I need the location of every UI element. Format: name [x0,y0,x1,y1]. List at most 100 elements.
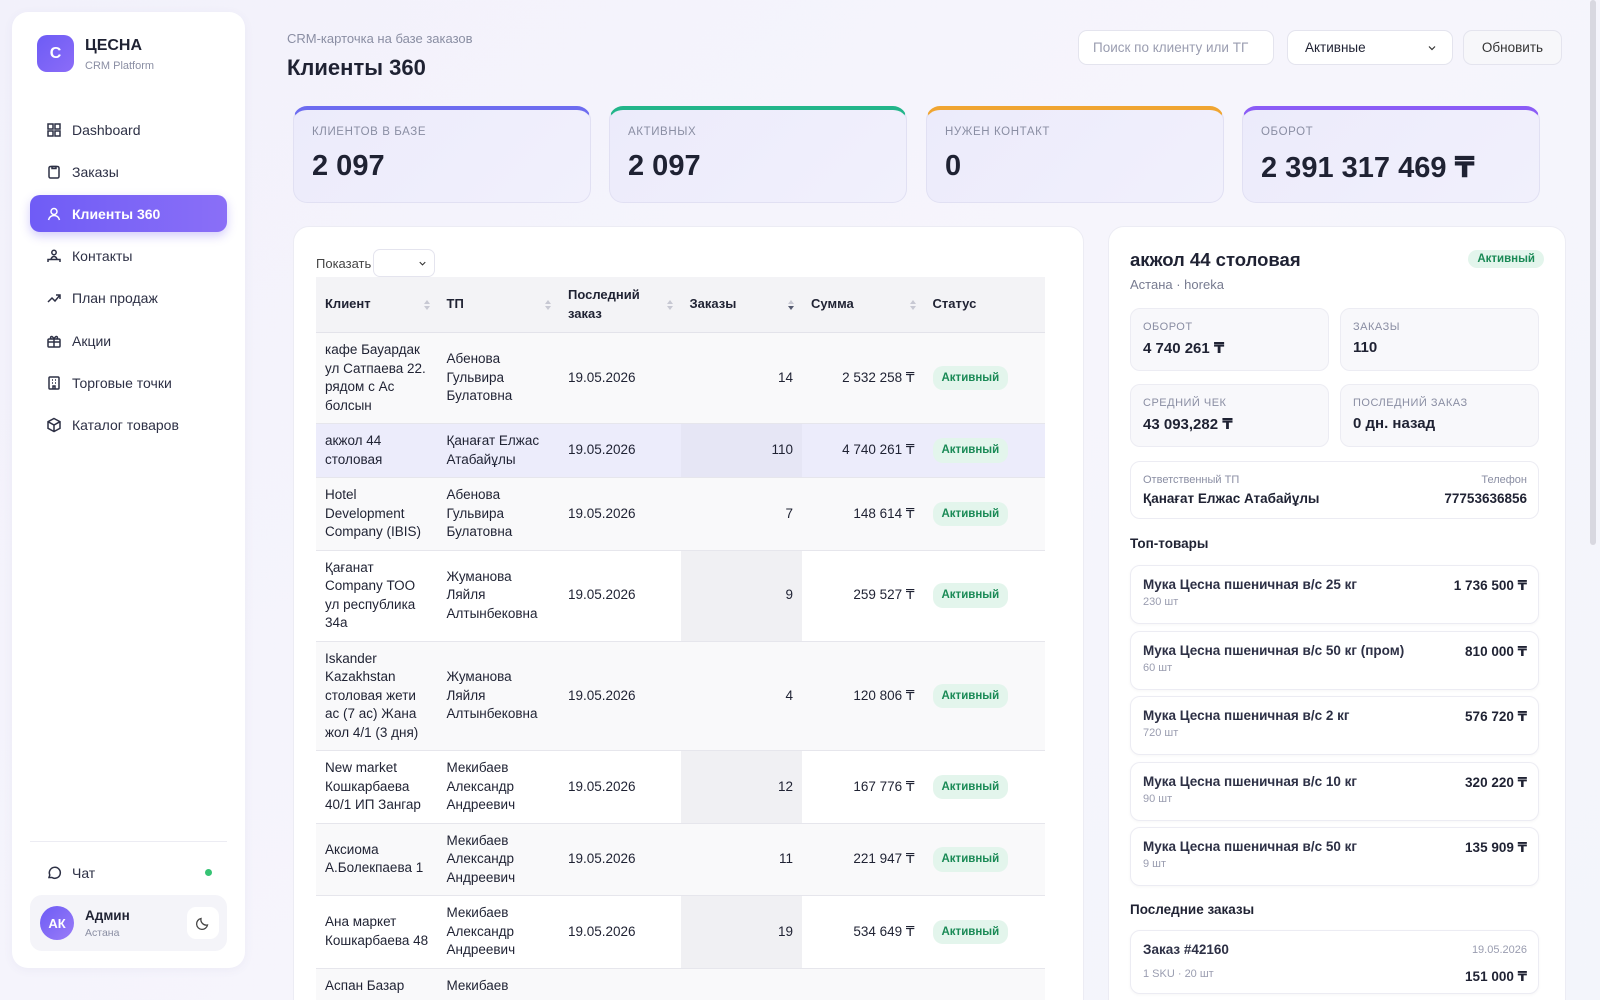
order-card[interactable]: Заказ #42160 19.05.2026 1 SKU · 20 шт 151 0… [1130,930,1539,994]
sort-icon [423,299,430,310]
icon [419,261,426,266]
client-location: Астана · horeka [1130,277,1224,292]
nav-label: План продаж [72,290,158,307]
stat-card: ПОСЛЕДНИЙ ЗАКАЗ 0 дн. назад [1340,384,1539,447]
cell: Абенова Гульвира Булатовна [437,477,559,551]
nav-label: Dashboard [72,121,141,138]
cell: 19 [680,895,802,969]
product-name: Мука Цесна пшеничная в/с 10 кг [1143,773,1357,789]
page-size-select[interactable] [373,249,436,277]
product-card[interactable]: Мука Цесна пшеничная в/с 50 кг 9 шт 135 90… [1130,827,1539,886]
client-row[interactable]: Hotel Development Company (IBIS) Абенова … [316,477,1045,551]
cell: 148 614 ₸ [802,477,924,551]
cell: Аспан Базар [316,968,438,1000]
status-badge: Активный [932,365,1009,391]
filter-value: Активные [1305,40,1366,55]
cell [802,968,924,1000]
table-body: кафе Бауардак ул Сатпаева 22. рядом с Ас… [316,332,1045,1000]
client-row[interactable]: Ана маркет Кошкарбаева 48 Мекибаев Алекса… [316,895,1045,969]
icon [47,866,62,879]
chat[interactable]: Чат [30,854,227,891]
cell: Активный [923,477,1045,551]
stat-value: 110 [1353,339,1378,356]
nav-item[interactable]: Акции [30,322,227,359]
product-card[interactable]: Мука Цесна пшеничная в/с 10 кг 90 шт 320 2… [1130,761,1539,821]
cell: Активный [923,550,1045,642]
sort-down [545,305,551,310]
nav-item[interactable]: Контакты [30,238,227,275]
client-row[interactable]: акжол 44 столовая Қанағат Елжас Атабайұлы… [316,423,1045,478]
product-qty: 90 шт [1143,792,1173,805]
cell: 19.05.2026 [559,823,681,896]
sort-up [423,299,430,304]
cell: Аксиома А.Болекпаева 1 [316,823,438,896]
nav-item[interactable]: Торговые точки [30,364,227,401]
page-size-label: Показать [316,255,372,271]
client-row[interactable]: Аксиома А.Болекпаева 1 Мекибаев Александр… [316,823,1045,896]
sort-up [666,299,673,304]
client-row[interactable]: Аспан Базар Мекибаев [316,968,1045,1000]
nav-item[interactable]: Клиенты 360 [30,195,227,233]
avatar: АК [40,906,74,940]
sort-up [545,299,551,304]
nav-item[interactable]: Каталог товаров [30,406,227,443]
icon [48,375,60,390]
cell: 12 [680,750,802,824]
cell: 11 [680,823,802,896]
phone: 77753636856 [1444,491,1527,506]
column-header[interactable]: ТП [437,277,559,333]
stat-label: ОБОРОТ [1143,321,1193,333]
nav-label: Заказы [72,163,119,180]
nav-item[interactable]: Заказы [30,153,227,190]
column-header[interactable]: Сумма [802,277,924,333]
cell: 2 532 258 ₸ [802,332,924,424]
nav-item[interactable]: Dashboard [30,111,227,148]
page-size: Показать [316,249,436,277]
product-sum: 320 220 ₸ [1465,774,1527,790]
sort-down [909,305,916,310]
kpi-label: НУЖЕН КОНТАКТ [945,126,1051,138]
brand: ЦЕСНА [85,37,143,54]
product-name: Мука Цесна пшеничная в/с 25 кг [1143,577,1357,592]
status-badge: Активный [932,501,1009,526]
status-badge: Активный [1468,250,1544,268]
tp-name: Қанағат Елжас Атабайұлы [1143,491,1320,506]
filter-select[interactable]: Активные [1287,30,1453,65]
product-card[interactable]: Мука Цесна пшеничная в/с 50 кг (пром) 60 … [1130,630,1539,690]
product-sum: 135 909 ₸ [1465,840,1527,855]
cell: 534 649 ₸ [802,895,924,969]
cell: акжол 44 столовая [316,423,438,478]
client-row[interactable]: Қағанат Company ТОО ул республика 34а Жум… [316,550,1045,642]
nav-item[interactable]: План продаж [30,280,227,317]
refresh-button[interactable]: Обновить [1463,30,1562,65]
order-meta: 1 SKU · 20 шт [1143,968,1214,980]
kpi-label: ОБОРОТ [1261,126,1314,138]
section-title: Последние заказы [1130,902,1255,917]
kpi-value: 0 [945,150,962,182]
stat-card: СРЕДНИЙ ЧЕК 43 093,282 ₸ [1130,384,1329,447]
theme-toggle[interactable] [187,907,219,939]
cell: Iskander Kazakhstan столовая жети ас (7 … [316,641,438,751]
cell: 19.05.2026 [559,423,681,478]
cell: Ана маркет Кошкарбаева 48 [316,895,438,969]
cell: 19.05.2026 [559,750,681,824]
product-card[interactable]: Мука Цесна пшеничная в/с 2 кг 720 шт 576 7… [1130,696,1539,755]
cell: New market Кошкарбаева 40/1 ИП Зангар [316,750,438,824]
user-name: Админ [85,908,130,923]
column-header[interactable]: Заказы [680,277,802,333]
column-header[interactable]: Клиент [316,277,438,333]
client-row[interactable]: кафе Бауардак ул Сатпаева 22. рядом с Ас… [316,332,1045,424]
sort-down [788,305,794,310]
client-row[interactable]: New market Кошкарбаева 40/1 ИП Зангар Мек… [316,750,1045,824]
search[interactable]: Поиск по клиенту или ТГ [1078,30,1274,65]
product-card[interactable]: Мука Цесна пшеничная в/с 25 кг 230 шт 1 73… [1130,565,1539,624]
cell: 259 527 ₸ [802,550,924,642]
icon [47,207,61,221]
cell: 7 [680,477,802,551]
cell: Жуманова Ляйля Алтынбековна [437,550,559,642]
client-row[interactable]: Iskander Kazakhstan столовая жети ас (7 … [316,641,1045,751]
column-header[interactable]: Последний заказ [559,277,681,333]
sort-down [666,305,673,310]
stat-value: 4 740 261 ₸ [1143,340,1225,357]
